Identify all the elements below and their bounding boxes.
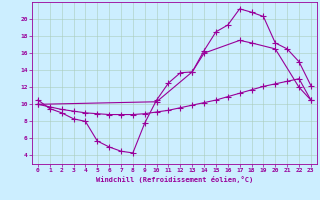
X-axis label: Windchill (Refroidissement éolien,°C): Windchill (Refroidissement éolien,°C) (96, 176, 253, 183)
